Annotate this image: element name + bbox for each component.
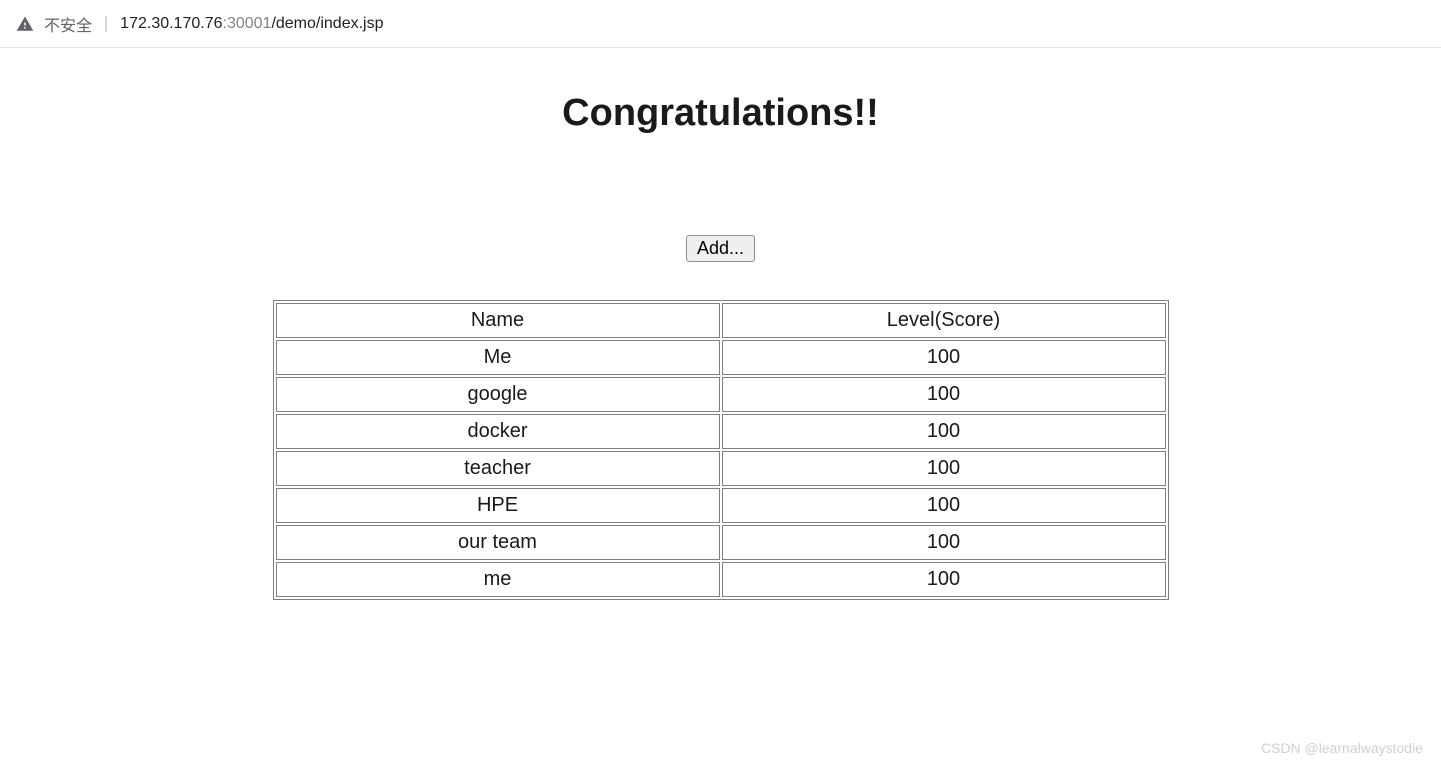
- name-cell: google: [276, 377, 720, 412]
- page-content: Congratulations!! Add... NameLevel(Score…: [0, 48, 1441, 600]
- address-divider: |: [104, 15, 108, 33]
- name-cell: docker: [276, 414, 720, 449]
- table-row: docker100: [276, 414, 1166, 449]
- url-port: :30001: [223, 15, 272, 32]
- score-cell: 100: [722, 451, 1166, 486]
- score-cell: 100: [722, 377, 1166, 412]
- name-cell: me: [276, 562, 720, 597]
- table-row: me100: [276, 562, 1166, 597]
- watermark: CSDN @learnalwaystodie: [1261, 740, 1423, 756]
- name-cell: our team: [276, 525, 720, 560]
- table-header-cell: Level(Score): [722, 303, 1166, 338]
- table-row: google100: [276, 377, 1166, 412]
- name-cell: teacher: [276, 451, 720, 486]
- score-table: NameLevel(Score)Me100google100docker100t…: [273, 300, 1169, 600]
- warning-icon: [16, 15, 34, 33]
- table-body: NameLevel(Score)Me100google100docker100t…: [276, 303, 1166, 597]
- browser-address-bar: 不安全 | 172.30.170.76:30001/demo/index.jsp: [0, 0, 1441, 48]
- table-row: HPE100: [276, 488, 1166, 523]
- score-cell: 100: [722, 340, 1166, 375]
- table-row: teacher100: [276, 451, 1166, 486]
- score-cell: 100: [722, 525, 1166, 560]
- table-header-cell: Name: [276, 303, 720, 338]
- add-button[interactable]: Add...: [686, 235, 755, 262]
- url-path: /demo/index.jsp: [271, 15, 383, 32]
- page-title: Congratulations!!: [0, 92, 1441, 135]
- security-status-text: 不安全: [44, 12, 92, 36]
- table-header-row: NameLevel(Score): [276, 303, 1166, 338]
- score-cell: 100: [722, 414, 1166, 449]
- url-display[interactable]: 172.30.170.76:30001/demo/index.jsp: [120, 15, 383, 33]
- score-cell: 100: [722, 562, 1166, 597]
- name-cell: Me: [276, 340, 720, 375]
- table-row: our team100: [276, 525, 1166, 560]
- name-cell: HPE: [276, 488, 720, 523]
- table-row: Me100: [276, 340, 1166, 375]
- score-cell: 100: [722, 488, 1166, 523]
- url-host: 172.30.170.76: [120, 15, 222, 32]
